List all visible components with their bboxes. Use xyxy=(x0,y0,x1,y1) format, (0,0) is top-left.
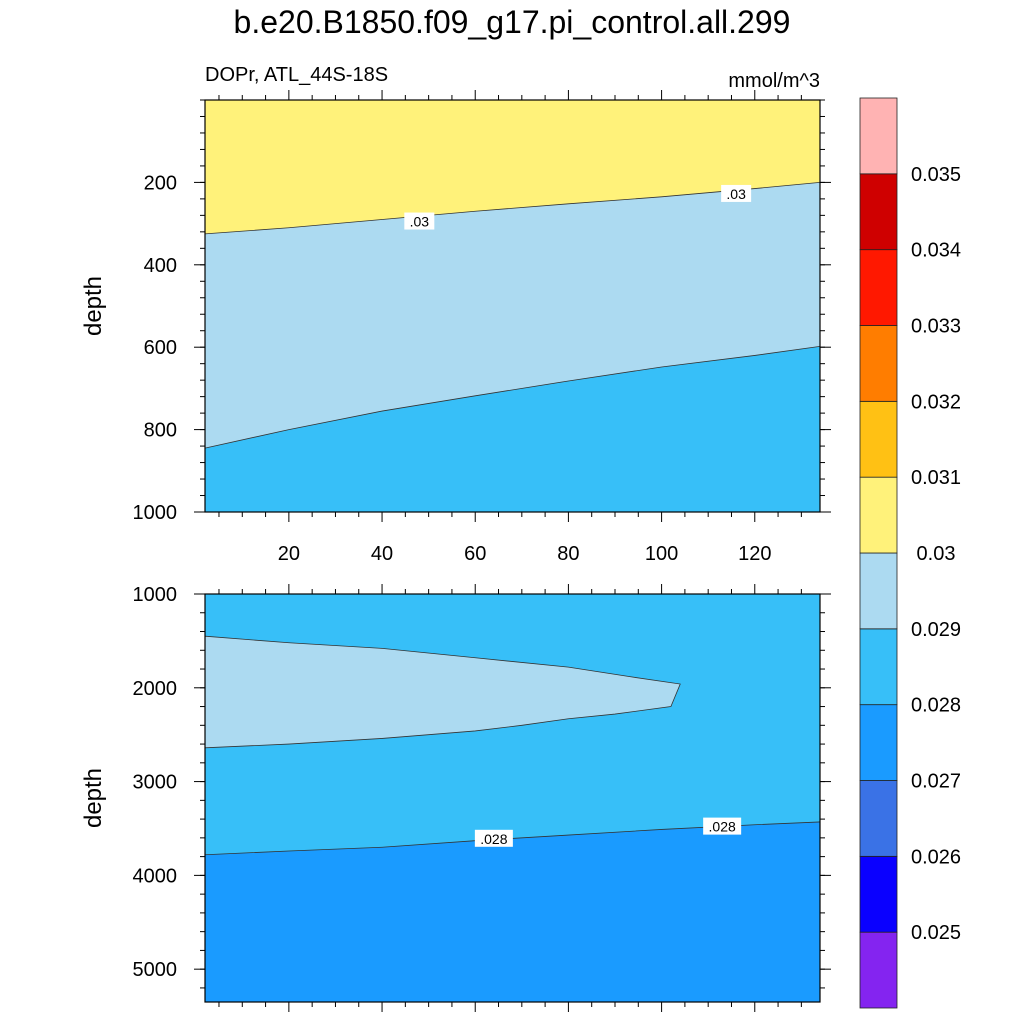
y-axis-label: depth xyxy=(80,768,107,828)
colorbar-label: 0.031 xyxy=(911,467,961,489)
contour-label: .028 xyxy=(709,819,736,835)
y-tick-label: 200 xyxy=(144,172,177,194)
colorbar-label: 0.034 xyxy=(911,240,961,262)
contour-label: .028 xyxy=(480,831,507,847)
y-tick-label: 600 xyxy=(144,337,177,359)
colorbar-swatch xyxy=(859,476,898,554)
y-tick-label: 1000 xyxy=(133,584,178,606)
colorbar-swatch xyxy=(859,325,898,402)
contour-label: .03 xyxy=(726,186,746,202)
colorbar-label: 0.03 xyxy=(917,543,956,565)
colorbar-label: 0.033 xyxy=(911,316,961,338)
y-tick-label: 5000 xyxy=(133,959,178,981)
colorbar-swatch xyxy=(859,855,898,933)
colorbar-label: 0.027 xyxy=(911,771,961,793)
region-0.029-0.03 xyxy=(205,636,681,748)
y-tick-label: 800 xyxy=(144,420,177,442)
y-tick-label: 2000 xyxy=(133,678,178,700)
colorbar-label: 0.028 xyxy=(911,695,961,717)
colorbar-swatch xyxy=(859,552,898,630)
x-tick-label: 80 xyxy=(557,543,579,565)
y-axis-label: depth xyxy=(80,276,107,336)
contour-line-0.029 xyxy=(204,345,821,449)
colorbar-swatch xyxy=(859,97,898,175)
y-tick-label: 400 xyxy=(144,255,177,277)
contour-label-box xyxy=(703,817,742,835)
colorbar-swatch xyxy=(859,173,898,251)
region-0.03-0.031 xyxy=(205,100,820,234)
x-tick-label: 40 xyxy=(371,543,393,565)
colorbar-swatch xyxy=(859,704,898,781)
colorbar-swatch xyxy=(859,780,898,857)
colorbar-swatch xyxy=(859,931,898,1009)
y-tick-label: 3000 xyxy=(133,772,178,794)
contour-label: .03 xyxy=(410,214,430,230)
colorbar-label: 0.029 xyxy=(911,619,961,641)
contour-label-box xyxy=(474,829,513,847)
colorbar-swatch xyxy=(859,628,898,706)
colorbar-swatch xyxy=(859,249,898,326)
colorbar-label: 0.026 xyxy=(911,846,961,868)
panel-subtitle-left: DOPr, ATL_44S-18S xyxy=(205,64,389,86)
contour-label-box xyxy=(404,212,435,230)
x-tick-label: 120 xyxy=(738,543,771,565)
contour-line-0.029 xyxy=(204,635,681,749)
x-tick-label: 60 xyxy=(464,543,486,565)
x-tick-label: 20 xyxy=(278,543,300,565)
y-tick-label: 4000 xyxy=(133,865,178,887)
contour-label-box xyxy=(721,184,752,202)
plot-frame xyxy=(204,99,821,513)
colorbar-label: 0.032 xyxy=(911,391,961,413)
colorbar-label: 0.035 xyxy=(911,164,961,186)
y-tick-label: 1000 xyxy=(133,502,178,524)
x-tick-label: 100 xyxy=(645,543,678,565)
colorbar-label: 0.025 xyxy=(911,922,961,944)
colorbar-swatch xyxy=(859,400,898,478)
region-0.027-0.028 xyxy=(205,821,820,1002)
figure-title: b.e20.B1850.f09_g17.pi_control.all.299 xyxy=(233,4,791,40)
plot-frame xyxy=(204,593,821,1003)
panel-subtitle-right: mmol/m^3 xyxy=(728,70,820,92)
